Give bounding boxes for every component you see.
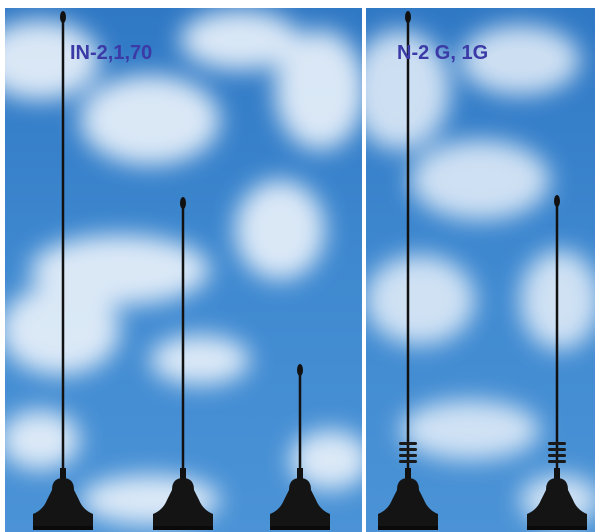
panel-label: IN-2,1,70 xyxy=(70,42,152,64)
panel-label: N-2 G, 1G xyxy=(397,42,488,64)
antenna xyxy=(33,11,93,530)
antenna xyxy=(527,195,587,530)
right-panel xyxy=(366,8,595,532)
antenna xyxy=(153,197,213,530)
antenna xyxy=(270,364,330,530)
left-panel xyxy=(5,8,362,532)
antenna xyxy=(378,11,438,530)
